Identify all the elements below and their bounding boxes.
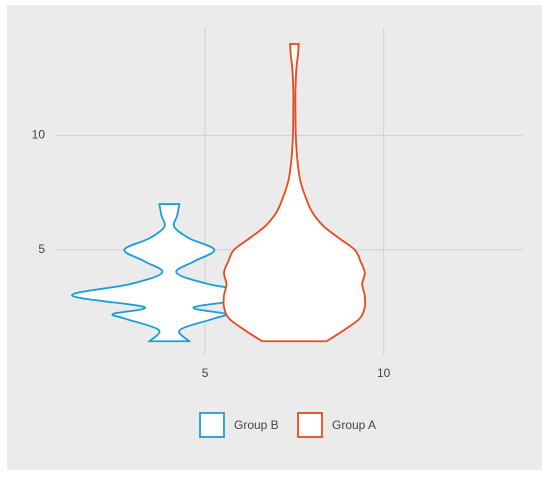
violin bbox=[222, 43, 367, 343]
legend-label: Group B bbox=[234, 418, 279, 432]
legend-swatch bbox=[297, 412, 323, 438]
x-tick-label: 10 bbox=[377, 366, 391, 380]
y-tick-label: 10 bbox=[32, 128, 46, 142]
x-tick-label: 5 bbox=[202, 366, 209, 380]
legend-label: Group A bbox=[332, 418, 376, 432]
legend-swatch bbox=[199, 412, 225, 438]
violin bbox=[71, 203, 268, 343]
y-tick-label: 5 bbox=[38, 242, 45, 256]
